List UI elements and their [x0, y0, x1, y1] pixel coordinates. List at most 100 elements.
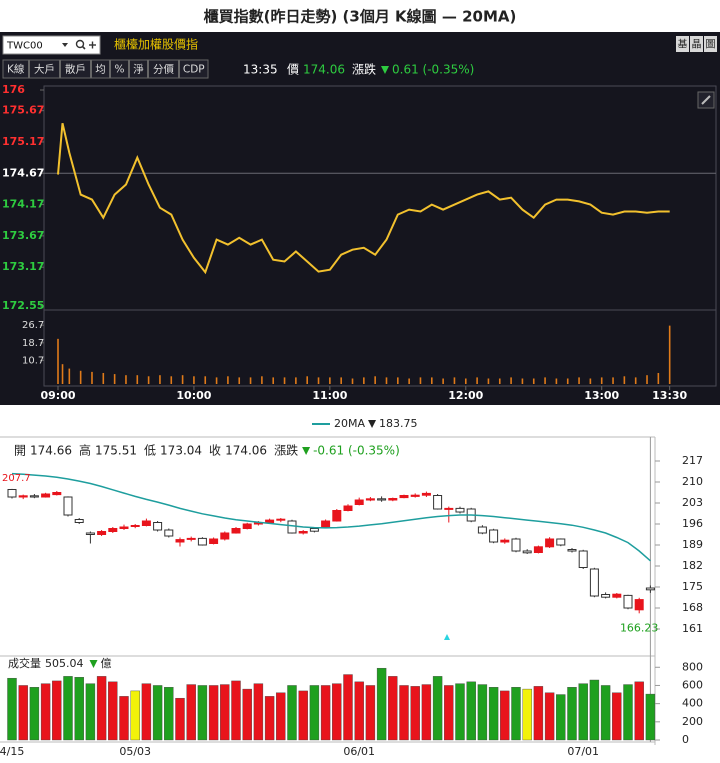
volume-bar: [283, 377, 286, 384]
candle-body: [97, 531, 107, 535]
side-button[interactable]: [690, 36, 703, 52]
volume-bar: [61, 364, 64, 384]
tab-label[interactable]: K線: [7, 63, 25, 76]
volume-bar: [96, 676, 107, 741]
volume-bar: [510, 377, 512, 384]
side-button-label[interactable]: 圖: [706, 39, 716, 51]
tab-label[interactable]: %: [115, 64, 125, 76]
candle-body: [332, 510, 342, 522]
tab-button[interactable]: [110, 59, 129, 79]
volume-bar: [18, 685, 28, 741]
symbol[interactable]: TWC00: [6, 41, 43, 52]
candle-body: [63, 496, 73, 516]
volume-bar: [147, 376, 150, 384]
volume-bar: [108, 681, 118, 741]
volume-bar: [612, 377, 614, 384]
side-button[interactable]: [704, 36, 717, 52]
open-value: 174.66: [30, 444, 72, 458]
volume-bar: [242, 688, 252, 741]
volume-bar: [589, 679, 600, 741]
side-button[interactable]: [676, 36, 689, 52]
y-tick-label: 400: [682, 697, 703, 710]
y-tick-label: 175.67: [2, 104, 44, 117]
candle-body: [612, 593, 622, 598]
change-arrow: [302, 447, 311, 455]
symbol-input[interactable]: [2, 35, 101, 55]
tab-button[interactable]: [129, 59, 148, 79]
volume-bar: [74, 677, 84, 741]
y-tick-label: 174.67: [2, 166, 44, 179]
volume-bar: [215, 377, 218, 384]
tab-button[interactable]: [2, 59, 29, 79]
search-icon-handle: [81, 45, 86, 50]
low-value: 173.04: [160, 444, 202, 458]
volume-value: 505.04: [45, 657, 84, 670]
candle-body: [511, 538, 521, 552]
volume-bar: [399, 685, 409, 741]
volume-bar: [500, 690, 510, 741]
low-label: 低: [144, 444, 156, 458]
tab-label[interactable]: 分價: [153, 63, 174, 76]
volume-bar: [544, 692, 555, 741]
tab-label[interactable]: 大戶: [34, 63, 55, 76]
link-icon: [701, 95, 711, 105]
tab-button[interactable]: [29, 59, 60, 79]
open-label: 開: [14, 444, 26, 458]
volume-bar: [227, 376, 229, 384]
volume-bar: [578, 377, 580, 384]
x-tick-label: 09:00: [40, 389, 75, 402]
index-name: 櫃檯加權股價指: [114, 37, 198, 52]
volume-title: 成交量: [8, 656, 41, 670]
max-label: 207.7: [2, 473, 31, 484]
tab-label[interactable]: 均: [95, 64, 106, 76]
x-tick-label: 11:00: [312, 389, 347, 402]
candle-body: [477, 526, 487, 534]
candle-body: [489, 529, 499, 543]
change-label: 漲跌: [352, 62, 376, 77]
y-tick-label: 168: [682, 601, 703, 614]
y-tick-label: 217: [682, 454, 703, 467]
tab-label[interactable]: 淨: [133, 64, 144, 76]
tab-label[interactable]: CDP: [183, 64, 205, 76]
volume-bar: [7, 677, 17, 741]
volume-bar: [231, 680, 241, 741]
volume-bar: [567, 687, 577, 741]
dropdown-arrow[interactable]: [62, 43, 68, 47]
side-button-label[interactable]: 晶: [692, 39, 702, 51]
volume-bar: [600, 685, 611, 741]
change-label: 漲跌: [274, 443, 298, 458]
quote-time: 13:35: [243, 63, 278, 77]
volume-bar: [566, 378, 569, 384]
volume-bar: [249, 377, 252, 384]
ma-line: [11, 472, 651, 562]
side-button-label[interactable]: 基: [678, 38, 688, 51]
y-tick-label: 800: [682, 660, 703, 673]
tab-button[interactable]: [60, 59, 91, 79]
volume-bar: [623, 684, 633, 741]
volume-bar: [645, 693, 656, 741]
volume-bar: [578, 683, 588, 741]
volume-bar: [208, 685, 219, 741]
tab-label[interactable]: 散戶: [65, 63, 86, 76]
volume-bar: [419, 377, 422, 384]
volume-bar: [544, 377, 546, 384]
y-tick-label: 161: [682, 622, 703, 635]
volume-bar: [657, 372, 660, 384]
candle-body: [220, 532, 230, 540]
candle-body: [153, 522, 163, 531]
tab-button[interactable]: [148, 59, 179, 79]
price-line: [57, 122, 670, 275]
high-label: 高: [79, 443, 91, 458]
tab-button[interactable]: [91, 59, 110, 79]
volume-bar: [136, 375, 139, 384]
price: 174.06: [303, 63, 345, 77]
search-icon[interactable]: [75, 39, 85, 49]
volume-bar: [306, 376, 308, 384]
page-title: 櫃買指數(昨日走勢) (3個月 K線圖 — 20MA): [204, 8, 517, 26]
volume-unit: 億: [101, 657, 112, 670]
volume-bar: [295, 377, 297, 384]
candle-body: [354, 499, 364, 505]
intraday-panel: [0, 32, 720, 405]
y-tick-label: 173.17: [2, 260, 44, 273]
tab-button[interactable]: [179, 59, 209, 79]
